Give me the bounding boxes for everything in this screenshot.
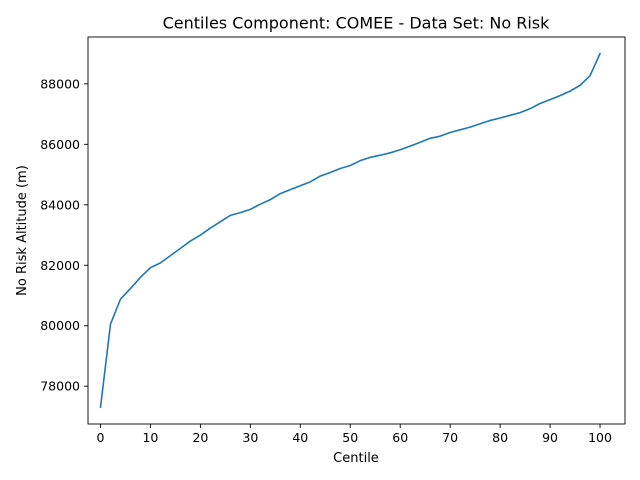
series-line	[99, 52, 601, 409]
x-tick-label: 40	[292, 430, 308, 445]
y-tick-label: 88000	[40, 76, 80, 91]
x-tick-label: 90	[542, 430, 558, 445]
x-tick-label: 0	[97, 430, 105, 445]
y-ticks: 78000 80000 82000 84000 86000 88000	[40, 76, 88, 394]
x-tick-label: 10	[142, 430, 158, 445]
x-tick-label: 70	[442, 430, 458, 445]
y-tick-label: 84000	[40, 197, 80, 212]
x-ticks: 0 10 20 30 40 50 60 70 80 90 100	[97, 424, 612, 445]
x-tick-label: 100	[588, 430, 612, 445]
y-axis-label: No Risk Altitude (m)	[15, 165, 30, 296]
x-tick-label: 80	[492, 430, 508, 445]
x-tick-label: 30	[242, 430, 258, 445]
y-tick-label: 78000	[40, 379, 80, 394]
y-tick-label: 82000	[40, 258, 80, 273]
y-tick-label: 86000	[40, 137, 80, 152]
x-axis-label: Centile	[333, 451, 379, 466]
plot-lines	[99, 52, 601, 409]
x-tick-label: 60	[392, 430, 408, 445]
x-tick-label: 20	[192, 430, 208, 445]
x-tick-label: 50	[342, 430, 358, 445]
y-tick-label: 80000	[40, 318, 80, 333]
chart-title: Centiles Component: COMEE - Data Set: No…	[163, 14, 550, 33]
plot-frame	[87, 36, 626, 425]
